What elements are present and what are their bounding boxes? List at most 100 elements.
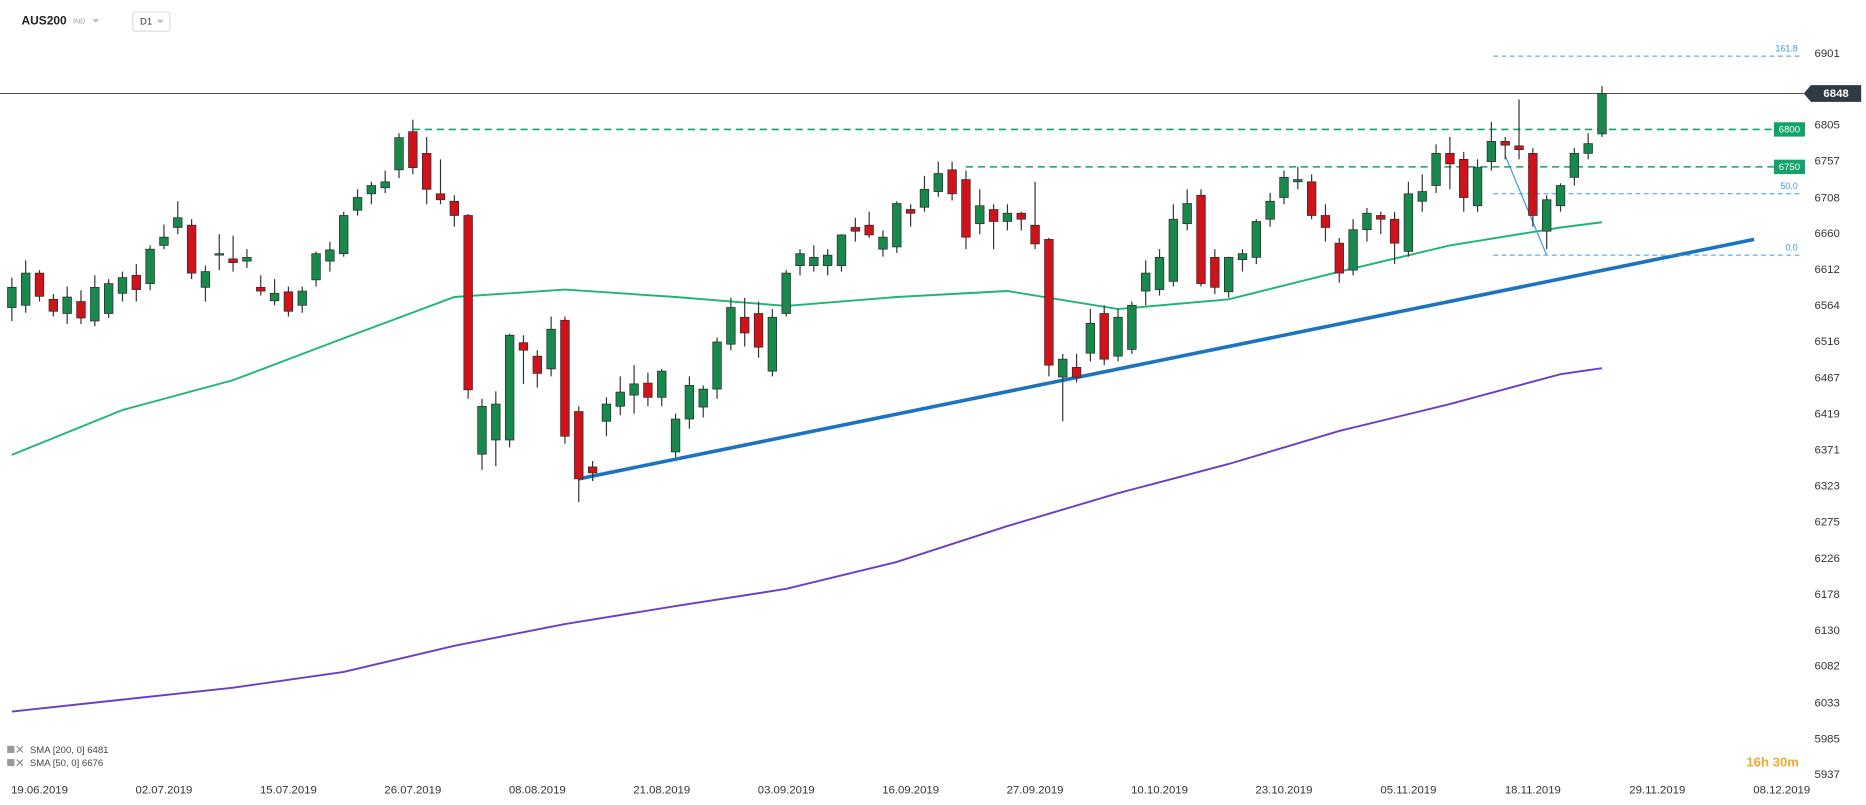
candle-body	[311, 253, 321, 281]
candle-body	[1085, 322, 1096, 354]
candle-body	[961, 179, 971, 238]
x-tick-label: 26.07.2019	[384, 785, 441, 797]
y-tick-label: 6467	[1815, 373, 1840, 385]
level-label: 6750	[1779, 162, 1800, 173]
candle-body	[1182, 203, 1192, 225]
candle-body	[1002, 212, 1013, 222]
candle-body	[1403, 193, 1414, 252]
candle-body	[256, 286, 266, 292]
candle-body	[1528, 153, 1538, 216]
candle-body	[435, 193, 446, 201]
candle-body	[1459, 158, 1469, 198]
candle-body	[1251, 221, 1261, 258]
candle-body	[228, 258, 238, 263]
y-tick-label: 6371	[1815, 444, 1840, 456]
y-tick-label: 6033	[1815, 697, 1840, 709]
y-tick-label: 6419	[1815, 409, 1840, 421]
candle-body	[1113, 316, 1123, 357]
level-label-box	[1773, 159, 1805, 175]
y-tick-label: 6082	[1815, 661, 1840, 673]
candle-body	[1486, 141, 1497, 162]
candle-body	[518, 342, 529, 351]
legend-value: 6676	[82, 758, 103, 769]
candle-body	[809, 257, 819, 266]
y-tick-label: 6612	[1815, 264, 1840, 276]
candle-body	[753, 313, 764, 348]
candle-body	[7, 286, 17, 308]
candle-body	[242, 257, 252, 262]
candle-body	[892, 203, 902, 248]
symbol-title[interactable]: AUS200	[22, 14, 68, 28]
candle-body	[90, 286, 100, 322]
timeframe-caret[interactable]	[156, 19, 164, 24]
y-tick-label: 6901	[1815, 48, 1840, 60]
candle-body	[988, 209, 999, 222]
candle-body	[795, 253, 805, 266]
candle-body	[477, 405, 487, 455]
candle-body	[491, 403, 501, 441]
candle-body	[670, 418, 681, 453]
candle-body	[62, 296, 72, 314]
symbol-caret[interactable]	[92, 19, 100, 23]
candle-body	[726, 307, 736, 345]
fibonacci-anchor-line	[1504, 155, 1548, 256]
candle-body	[975, 205, 985, 225]
candle-body	[1514, 145, 1524, 150]
candle-body	[1071, 367, 1082, 378]
candle-body	[587, 466, 598, 474]
candle-body	[366, 185, 377, 195]
candle-body	[1348, 229, 1358, 271]
legend-remove	[16, 759, 24, 766]
x-tick-label: 05.11.2019	[1380, 785, 1436, 797]
legend-name: SMA [50, 0]	[30, 758, 79, 769]
y-tick-label: 6757	[1815, 156, 1840, 168]
candle-body	[629, 383, 639, 396]
candle-body	[1542, 199, 1552, 232]
candle-body	[546, 328, 556, 370]
y-tick-label: 6805	[1815, 120, 1840, 132]
x-tick-label: 02.07.2019	[136, 785, 193, 797]
candle-body	[463, 215, 473, 391]
candle-body	[836, 234, 847, 266]
candle-body	[1044, 239, 1054, 366]
candle-body	[1597, 93, 1607, 135]
y-tick-label: 6226	[1815, 553, 1840, 565]
candle-body	[1127, 304, 1137, 350]
x-tick-label: 27.09.2019	[1007, 785, 1064, 797]
y-tick-label: 5937	[1815, 769, 1840, 781]
trendline	[578, 237, 1755, 481]
candle-body	[878, 236, 888, 250]
candle-body	[76, 301, 86, 319]
fibonacci-label: 0.0	[1785, 242, 1797, 252]
candle-body	[422, 153, 432, 190]
candle-body	[767, 316, 778, 372]
legend-icon	[7, 745, 15, 753]
legend-entry: SMA [200, 0] 6481	[30, 745, 109, 756]
candle-body	[408, 131, 418, 168]
timeframe-label[interactable]: D1	[140, 17, 152, 28]
candle-body	[574, 411, 584, 480]
timer: 16h 30m	[1746, 755, 1799, 770]
candle-body	[864, 224, 874, 236]
timeframe-select[interactable]	[132, 11, 171, 32]
x-tick-label: 18.11.2019	[1505, 785, 1561, 797]
candle-body	[1389, 218, 1400, 244]
candle-body	[1210, 257, 1220, 288]
candle-body	[186, 224, 197, 274]
x-tick-label: 29.11.2019	[1629, 785, 1685, 797]
y-tick-label: 6178	[1815, 589, 1840, 601]
candle-body	[131, 274, 141, 290]
candle-body	[214, 253, 224, 256]
candle-body	[269, 292, 280, 302]
candle-body	[1445, 153, 1455, 165]
candle-body	[1569, 153, 1580, 178]
candle-body	[1237, 253, 1248, 260]
candle-body	[1555, 185, 1566, 207]
candle-body	[173, 217, 183, 228]
candle-body	[339, 215, 349, 255]
candle-body	[325, 249, 335, 262]
candle-body	[21, 272, 31, 306]
fibonacci-label: 50.0	[1780, 181, 1797, 191]
